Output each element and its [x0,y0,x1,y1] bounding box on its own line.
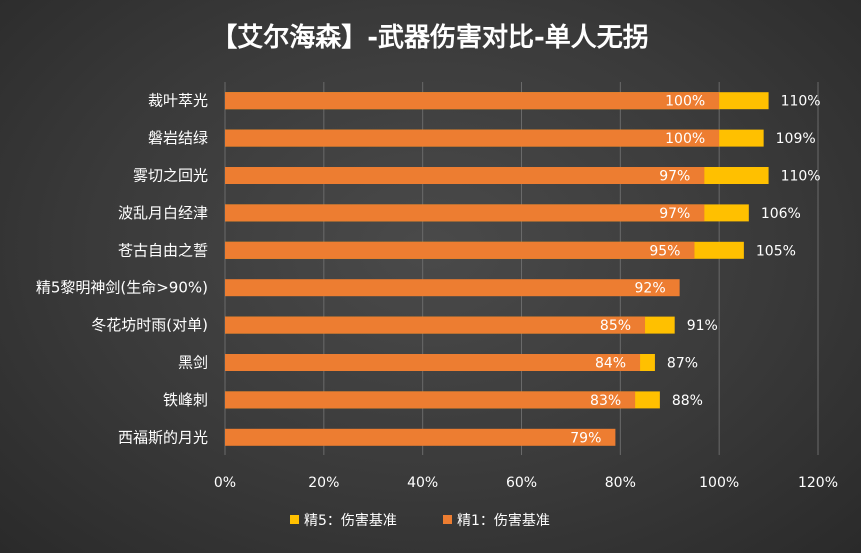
bar-refine1 [225,92,720,110]
data-label-refine1: 100% [665,131,705,147]
data-label-refine5: 88% [672,393,703,409]
category-label: 冬花坊时雨(对单) [91,316,208,334]
data-label-refine1: 79% [570,430,601,446]
x-tick-label: 20% [308,475,339,491]
legend-swatch [290,515,299,524]
bar-refine1 [225,129,720,147]
category-label: 裁叶萃光 [148,92,208,110]
data-label-refine1: 83% [590,393,621,409]
category-label: 雾切之回光 [133,167,208,185]
category-label: 西福斯的月光 [118,428,208,446]
x-tick-label: 40% [407,475,438,491]
category-label: 磐岩结绿 [148,129,208,147]
data-label-refine1: 85% [600,318,631,334]
bar-refine1 [225,354,641,371]
data-label-refine1: 100% [665,94,705,110]
data-label-refine5: 110% [781,94,821,110]
chart-title: 【艾尔海森】-武器伤害对比-单人无拐 [211,22,649,53]
data-label-refine1: 97% [659,206,690,222]
x-tick-label: 0% [214,475,236,491]
category-label: 铁峰刺 [163,391,208,409]
x-tick-label: 80% [605,475,636,491]
bars: 100% 110% 100% 109% 97% 110% 97% 106% 95% 105% 92%… [225,92,821,446]
data-label-refine1: 97% [659,169,690,185]
data-label-refine1: 95% [649,243,680,259]
category-label: 波乱月白经津 [118,204,208,222]
x-tick-label: 120% [798,475,838,491]
legend-label: 精1：伤害基准 [457,512,550,529]
category-label: 精5黎明神剑(生命>90%) [36,279,208,297]
data-label-refine5: 91% [687,318,718,334]
data-label-refine1: 84% [595,356,626,372]
legend-label: 精5：伤害基准 [304,512,397,529]
bar-refine1 [225,316,646,334]
bar-refine1 [225,428,616,446]
data-label-refine5: 106% [761,206,801,222]
bar-refine1 [225,204,705,222]
x-tick-label: 100% [699,475,739,491]
bar-refine1 [225,167,705,184]
data-label-refine5: 109% [776,131,816,147]
bar-refine1 [225,241,695,259]
bar-refine1 [225,391,636,409]
x-tick-label: 60% [506,475,537,491]
category-label: 黑剑 [178,354,208,372]
data-label-refine5: 110% [781,169,821,185]
data-label-refine1: 92% [635,281,666,297]
data-label-refine5: 87% [667,356,698,372]
bar-refine1 [225,279,680,297]
legend: 精5：伤害基准 精1：伤害基准 [290,512,550,529]
data-label-refine5: 105% [756,243,796,259]
legend-swatch [443,515,452,524]
x-tick-labels: 0% 20% 40% 60% 80% 100% 120% [214,475,838,491]
category-label: 苍古自由之誓 [118,241,208,259]
